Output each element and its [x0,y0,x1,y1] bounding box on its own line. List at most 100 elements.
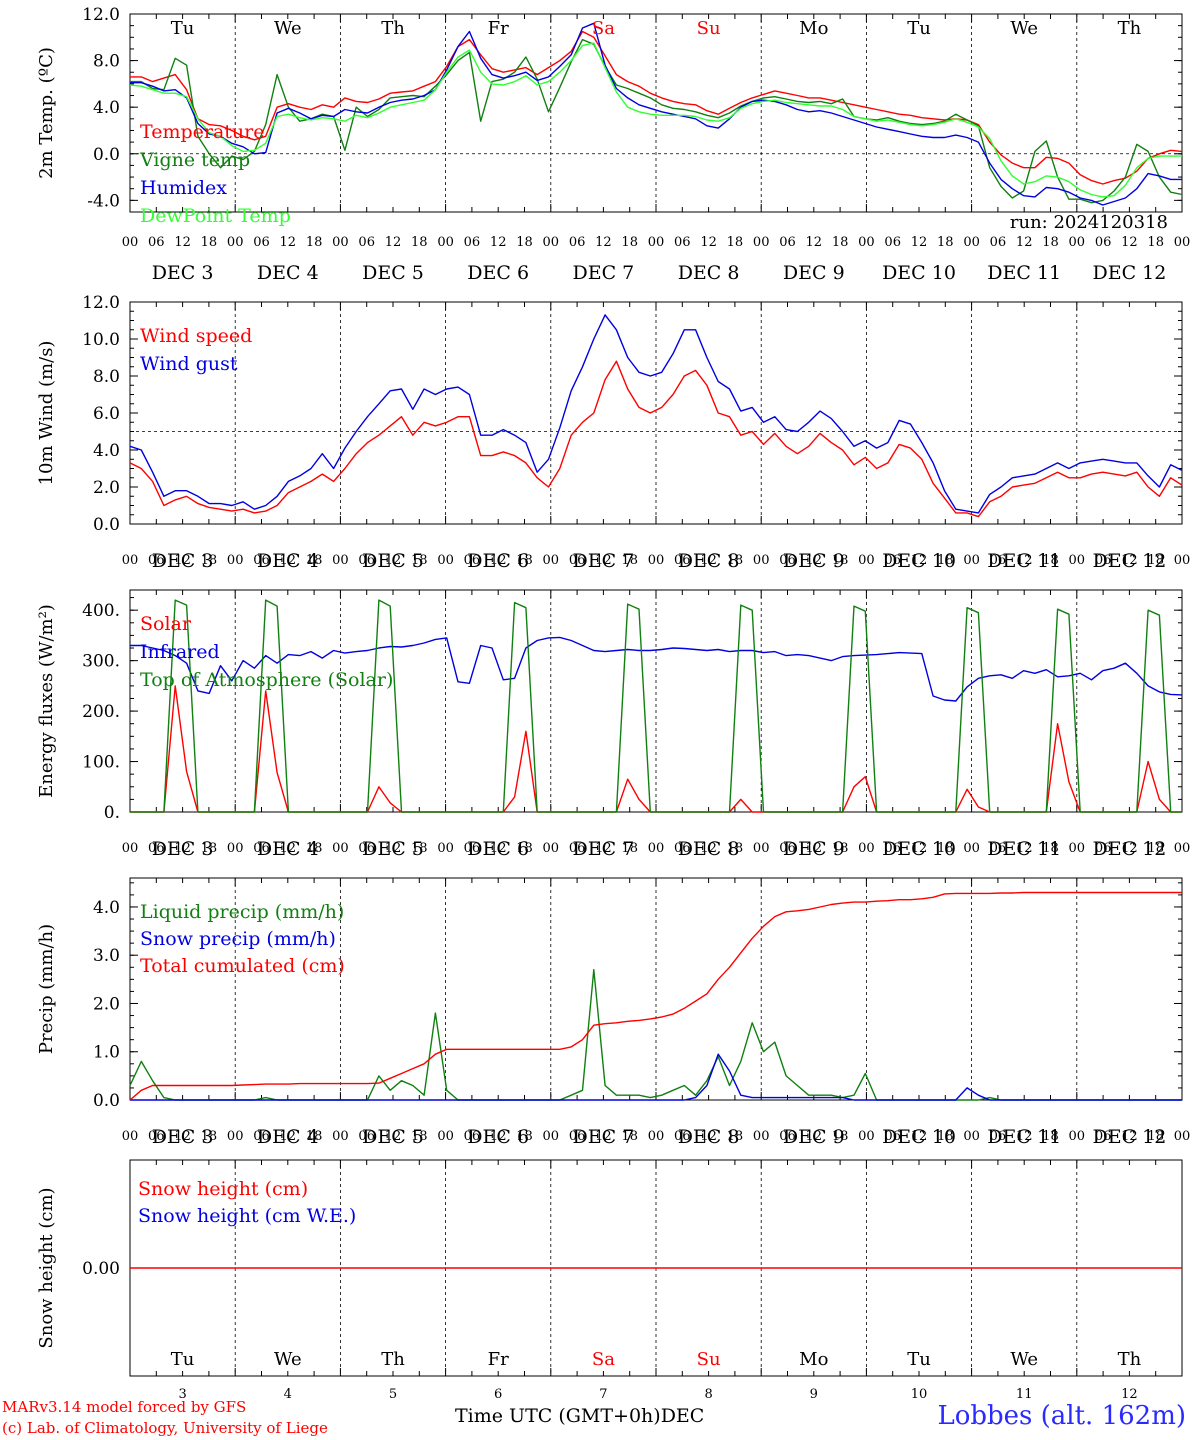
hour-tick-label: 18 [1042,235,1059,250]
hour-tick-label: 18 [306,553,323,568]
hour-tick-label: 12 [174,841,191,856]
weekday-label: Su [697,18,721,39]
hour-tick-label: 06 [779,1129,796,1144]
y-tick-label: 8.0 [93,52,120,72]
hour-tick-label: 12 [595,235,612,250]
day-number-label: 6 [494,1387,502,1400]
hour-tick-label: 06 [148,1129,165,1144]
hour-tick-label: 18 [727,1129,744,1144]
hour-tick-label: 06 [569,1129,586,1144]
hour-tick-label: 12 [490,235,507,250]
date-label: DEC 7 [573,262,635,284]
hour-tick-label: 18 [1147,841,1164,856]
hour-tick-label: 00 [437,235,454,250]
date-label: DEC 10 [882,838,956,860]
day-number-label: 4 [284,1387,292,1400]
date-label: DEC 4 [257,262,319,284]
hour-tick-label: 18 [832,553,849,568]
date-label: DEC 7 [573,550,635,572]
hour-tick-label: 06 [464,841,481,856]
hour-tick-label: 06 [358,841,375,856]
date-label: DEC 4 [257,550,319,572]
hour-tick-label: 18 [1147,1129,1164,1144]
hour-tick-label: 12 [490,841,507,856]
legend-entry: DewPoint Temp [140,205,291,227]
day-number-label: 8 [704,1387,712,1400]
hour-tick-label: 00 [437,841,454,856]
hour-tick-label: 12 [595,841,612,856]
hour-tick-label: 06 [569,553,586,568]
hour-tick-label: 18 [516,235,533,250]
hour-tick-label: 06 [569,841,586,856]
legend-entry: Temperature [140,121,264,143]
hour-tick-label: 18 [306,841,323,856]
hour-tick-label: 06 [779,553,796,568]
y-tick-label: 2.0 [93,478,120,498]
hour-tick-label: 00 [963,553,980,568]
date-label: DEC 12 [1092,262,1166,284]
hour-tick-label: 00 [753,235,770,250]
hour-tick-label: 18 [727,553,744,568]
hour-tick-label: 06 [674,841,691,856]
legend-entry: Liquid precip (mm/h) [140,901,344,923]
y-tick-label: 0.0 [93,515,120,535]
weekday-label: Sa [592,1349,615,1370]
hour-tick-label: 00 [648,235,665,250]
hour-tick-label: 00 [227,841,244,856]
hour-tick-label: 18 [832,841,849,856]
series-line-total-cumulated-cm- [129,891,1182,1101]
weekday-label: Tu [907,18,931,39]
hour-tick-label: 12 [806,841,823,856]
date-label: DEC 12 [1092,838,1166,860]
hour-tick-label: 06 [990,553,1007,568]
hour-tick-label: 18 [201,553,218,568]
time-axis-unit: DEC [660,1405,705,1427]
hour-tick-label: 00 [543,553,560,568]
series-line-dewpoint-temp [129,42,1182,198]
time-axis-title: Time UTC (GMT+0h)DEC [455,1405,704,1427]
hour-tick-label: 18 [411,553,428,568]
y-tick-label: 12.0 [82,293,120,313]
hour-tick-label: 06 [148,841,165,856]
hour-tick-label: 00 [648,841,665,856]
hour-tick-label: 18 [201,841,218,856]
date-label: DEC 3 [152,1126,214,1148]
hour-tick-label: 18 [1042,1129,1059,1144]
hour-tick-label: 06 [1095,1129,1112,1144]
hour-tick-label: 12 [700,235,717,250]
date-label: DEC 6 [467,262,529,284]
legend-entry: Wind gust [140,353,238,375]
hour-tick-label: 06 [674,553,691,568]
date-label: DEC 3 [152,550,214,572]
hour-tick-label: 12 [700,841,717,856]
date-label: DEC 9 [783,550,845,572]
hour-tick-label: 06 [253,553,270,568]
hour-tick-label: 06 [779,235,796,250]
hour-tick-label: 06 [990,1129,1007,1144]
hour-tick-label: 18 [201,1129,218,1144]
hour-tick-label: 12 [280,553,297,568]
hour-tick-label: 12 [280,841,297,856]
y-tick-label: 3.0 [93,946,120,966]
legend-entry: Total cumulated (cm) [140,955,345,977]
y-axis-label: 10m Wind (m/s) [36,341,57,486]
series-line-vigne-temp [130,38,1183,204]
hour-tick-label: 12 [1121,235,1138,250]
legend-entry: Humidex [140,177,227,199]
y-tick-label: 4.0 [93,441,120,461]
meteogram: 12.0 8.0 4.0 0.0 -4.0 2m Temp. (ºC) Temperatur… [36,5,1190,1400]
day-number-label: 12 [1121,1387,1138,1400]
date-label: DEC 12 [1092,550,1166,572]
date-label: DEC 8 [678,262,740,284]
hour-tick-label: 00 [648,1129,665,1144]
station-name: Lobbes (alt. 162m) [937,1401,1186,1431]
day-number-label: 11 [1016,1387,1033,1400]
weekday-label: We [1010,1349,1038,1370]
y-tick-label: 200. [82,702,120,722]
hour-tick-label: 12 [385,553,402,568]
weekday-label: We [1010,18,1038,39]
hour-tick-label: 06 [884,1129,901,1144]
hour-tick-label: 00 [963,1129,980,1144]
hour-tick-label: 12 [385,841,402,856]
hour-tick-label: 18 [832,1129,849,1144]
